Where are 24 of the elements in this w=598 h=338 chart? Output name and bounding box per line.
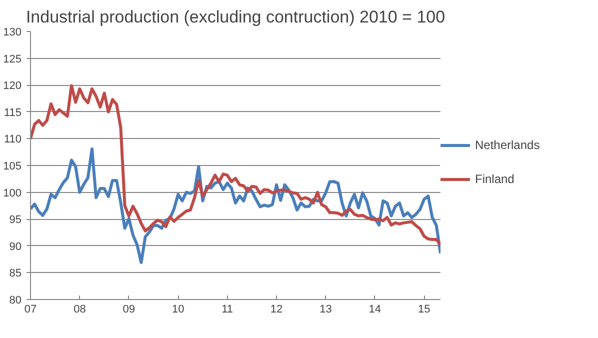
y-tick-label: 85 [9,268,22,280]
x-tick-label: 08 [74,304,86,316]
x-tick-label: 10 [172,304,184,316]
legend-label: Netherlands [475,138,540,152]
x-tick-label: 13 [320,304,332,316]
x-tick-label: 12 [270,304,283,316]
line-series [30,84,440,246]
x-tick-label: 09 [122,304,136,316]
y-tick-label: 110 [4,134,22,146]
y-tick-label: 120 [3,80,22,92]
x-tick-label: 15 [418,304,430,316]
y-tick-label: 80 [9,294,22,306]
x-tick-label: 14 [368,304,382,316]
y-tick-label: 115 [4,106,22,119]
y-tick-label: 125 [3,53,22,66]
legend-label: Finland [475,172,514,186]
y-tick-label: 100 [3,187,22,200]
x-tick-label: 07 [24,304,37,316]
y-tick-label: 105 [3,160,22,172]
y-tick-label: 90 [9,240,22,253]
chart-title: Industrial production (excluding contruction) 2010 = 100 [26,8,446,26]
y-tick-label: 95 [9,214,22,226]
x-tick-label: 11 [222,304,234,316]
y-tick-label: 130 [3,26,22,38]
